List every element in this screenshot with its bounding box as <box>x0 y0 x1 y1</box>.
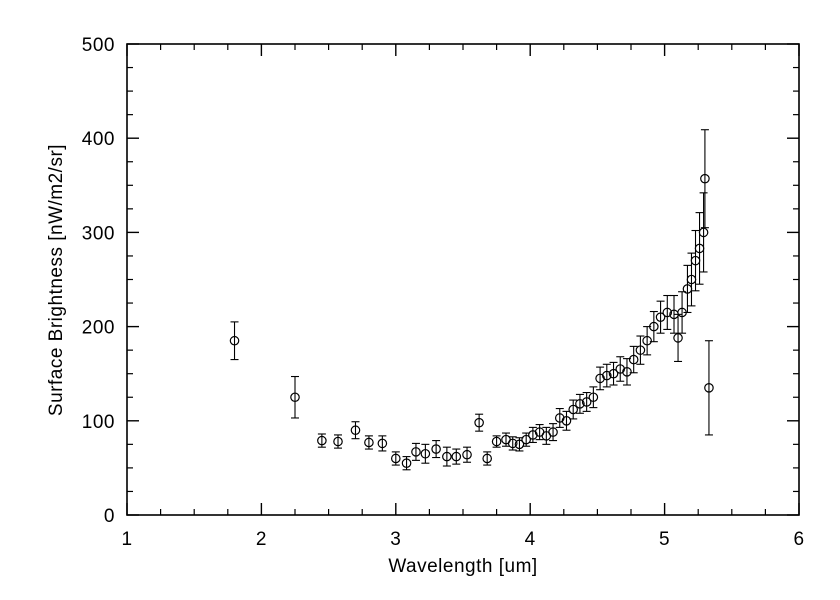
data-point <box>534 424 545 441</box>
data-point <box>642 326 652 356</box>
data-point <box>364 435 374 450</box>
data-point <box>507 436 518 451</box>
data-point <box>521 432 531 447</box>
y-tick-label: 400 <box>82 129 115 150</box>
data-point <box>704 340 714 436</box>
data-point <box>602 363 612 388</box>
data-point <box>561 410 572 431</box>
data-point <box>635 335 646 365</box>
data-point <box>411 442 421 461</box>
data-point <box>482 451 492 466</box>
x-tick-label: 5 <box>659 529 670 550</box>
x-tick-label: 6 <box>793 529 804 550</box>
data-point <box>700 129 710 229</box>
data-point <box>554 408 565 428</box>
x-tick-label: 1 <box>121 529 132 550</box>
plot-frame <box>126 43 800 516</box>
data-point <box>673 313 683 363</box>
data-point <box>229 321 240 361</box>
axis-ticks <box>126 43 800 516</box>
data-point <box>588 386 599 409</box>
data-point <box>628 345 639 374</box>
data-point <box>662 294 673 330</box>
data-point <box>491 435 502 448</box>
y-tick-label: 300 <box>82 223 115 244</box>
data-point <box>694 212 705 285</box>
x-axis-title: Wavelength [um] <box>388 556 537 577</box>
data-point <box>333 434 343 449</box>
data-point <box>615 356 626 382</box>
data-point <box>420 443 431 464</box>
y-tick-label: 0 <box>104 506 115 527</box>
data-point <box>698 192 709 273</box>
x-tick-label: 3 <box>390 529 401 550</box>
data-point <box>462 446 472 463</box>
data-point <box>649 310 659 343</box>
data-point <box>377 435 388 452</box>
data-point <box>390 451 401 466</box>
data-point <box>431 440 441 459</box>
y-axis-title: Surface Brightness [nW/m2/sr] <box>46 144 67 416</box>
data-point <box>451 448 462 465</box>
data-point <box>401 456 412 471</box>
x-tick-label: 4 <box>525 529 536 550</box>
data-point <box>290 375 300 419</box>
y-tick-label: 500 <box>82 35 115 56</box>
data-point <box>317 433 327 448</box>
data-point <box>581 391 592 412</box>
data-point <box>655 300 666 334</box>
data-point <box>514 437 525 452</box>
data-point <box>608 361 619 386</box>
data-point <box>442 446 452 467</box>
y-tick-label: 200 <box>82 318 115 339</box>
data-point <box>528 426 538 444</box>
data-points <box>229 129 714 471</box>
data-point <box>350 421 361 440</box>
axis-tick-labels: 1 2 3 4 5 6 0 100 200 300 400 500 <box>82 35 804 550</box>
data-point <box>595 366 605 391</box>
x-tick-label: 2 <box>256 529 267 550</box>
data-point <box>548 423 558 442</box>
data-point <box>669 294 679 334</box>
data-point <box>575 393 585 414</box>
data-point <box>474 413 484 432</box>
y-tick-label: 100 <box>82 412 115 433</box>
data-point <box>568 399 579 420</box>
data-point <box>690 229 701 292</box>
